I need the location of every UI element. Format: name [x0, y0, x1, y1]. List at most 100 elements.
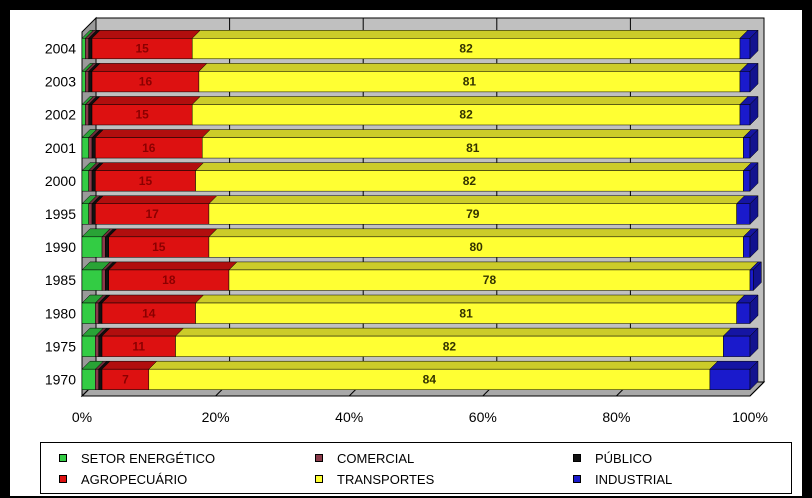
data-label: 15: [135, 108, 149, 122]
bar-segment-top: [91, 63, 208, 72]
bar-segment: [91, 170, 96, 192]
bar-segment: [101, 236, 106, 258]
bar-segment: [81, 203, 89, 225]
legend-label-transportes: TRANSPORTES: [337, 471, 435, 487]
legend-item-setor-energetico: SETOR ENERGÉTICO: [59, 449, 215, 467]
legend-swatch-setor-energetico: [59, 454, 67, 462]
bar-segment: [98, 302, 103, 324]
y-tick-label: 1995: [45, 206, 76, 222]
data-label: 82: [459, 42, 473, 56]
bar-segment: [88, 71, 93, 93]
y-tick-label: 1980: [45, 305, 76, 321]
bar-segment: [81, 38, 86, 60]
data-label: 16: [142, 141, 156, 155]
legend-label-agropecuario: AGROPECUÁRIO: [81, 471, 188, 487]
bar-segment: [81, 71, 86, 93]
bar-segment-top: [709, 360, 759, 370]
legend-item-comercial: COMERCIAL: [315, 449, 414, 467]
bar-segment: [95, 368, 99, 390]
y-tick-label: 1975: [45, 338, 76, 354]
bar-segment-top: [94, 195, 218, 204]
data-label: 82: [443, 339, 457, 353]
y-tick-label: 1970: [45, 371, 76, 387]
bar-segment: [739, 38, 751, 60]
y-tick-label: 2004: [45, 41, 76, 57]
bar-segment: [85, 71, 89, 93]
legend-swatch-agropecuario: [59, 475, 67, 483]
data-label: 79: [466, 207, 480, 221]
legend-item-agropecuario: AGROPECUÁRIO: [59, 470, 187, 488]
bar-segment-top: [201, 129, 752, 138]
legend-item-industrial: INDUSTRIAL: [573, 470, 672, 488]
data-label: 78: [483, 273, 497, 287]
data-label: 16: [139, 75, 153, 89]
data-label: 82: [463, 174, 477, 188]
bar-segment: [739, 71, 751, 93]
y-tick-label: 2002: [45, 107, 76, 123]
data-label: 17: [145, 207, 159, 221]
bar-segment: [81, 368, 96, 390]
y-tick-label: 1985: [45, 272, 76, 288]
y-tick-label: 2000: [45, 173, 76, 189]
legend-label-comercial: COMERCIAL: [337, 450, 415, 466]
bar-end-face: [749, 95, 759, 126]
bar-segment: [85, 38, 89, 60]
data-label: 15: [135, 42, 149, 56]
bar-segment: [736, 203, 751, 225]
bar-end-face: [749, 327, 759, 358]
x-tick-label: 80%: [602, 409, 630, 425]
bar-segment: [81, 236, 103, 258]
legend-swatch-industrial: [573, 475, 581, 483]
x-tick-label: 100%: [732, 409, 768, 425]
bar-end-face: [749, 360, 759, 391]
bar-segment: [749, 269, 754, 291]
legend-swatch-transportes: [315, 475, 323, 483]
gridline-floor: [749, 381, 765, 397]
legend-label-industrial: INDUSTRIAL: [595, 471, 673, 487]
bar-segment-top: [208, 195, 746, 204]
chart-frame: 0% 20% 40% 60% 80% 100% 15 82 2004 16 81 2003 15 82 20…: [10, 10, 802, 496]
bar-segment: [743, 137, 751, 159]
y-tick-label: 2003: [45, 74, 76, 90]
bar-segment-top: [208, 228, 752, 238]
data-label: 15: [139, 174, 153, 188]
bar-segment-top: [101, 294, 205, 304]
bar-segment: [88, 170, 93, 192]
legend-item-transportes: TRANSPORTES: [315, 470, 434, 488]
bar-segment: [81, 269, 103, 291]
bar-segment: [88, 38, 93, 60]
bar-segment: [101, 269, 106, 291]
bar-segment: [81, 104, 86, 126]
bar-segment: [81, 335, 96, 357]
bar-end-face: [749, 29, 759, 60]
bar-segment-top: [94, 162, 205, 171]
bar-segment: [81, 302, 96, 324]
bar-end-face: [749, 195, 759, 225]
bar-segment-top: [228, 261, 759, 271]
x-tick-label: 20%: [202, 409, 230, 425]
bar-segment: [88, 203, 93, 225]
bar-segment: [81, 137, 89, 159]
bar-segment: [88, 104, 93, 126]
data-label: 81: [463, 75, 477, 89]
bar-segment: [743, 236, 751, 258]
bar-segment: [709, 368, 751, 390]
bar-segment-top: [91, 96, 201, 105]
bar-segment-top: [108, 228, 218, 238]
x-tick-label: 60%: [469, 409, 497, 425]
bar-segment: [98, 335, 103, 357]
bar-segment: [95, 335, 99, 357]
bar-segment: [743, 170, 751, 192]
bar-segment: [91, 137, 96, 159]
bar-segment-top: [191, 96, 749, 105]
data-label: 15: [152, 240, 166, 254]
bar-segment-top: [194, 294, 746, 304]
data-label: 7: [122, 372, 129, 386]
bar-segment: [81, 170, 89, 192]
bar-segment: [105, 236, 109, 258]
bar-segment: [88, 137, 93, 159]
data-label: 11: [132, 339, 145, 353]
bar-end-face: [749, 228, 759, 258]
data-label: 81: [459, 306, 473, 320]
bar-segment-top: [191, 30, 749, 39]
